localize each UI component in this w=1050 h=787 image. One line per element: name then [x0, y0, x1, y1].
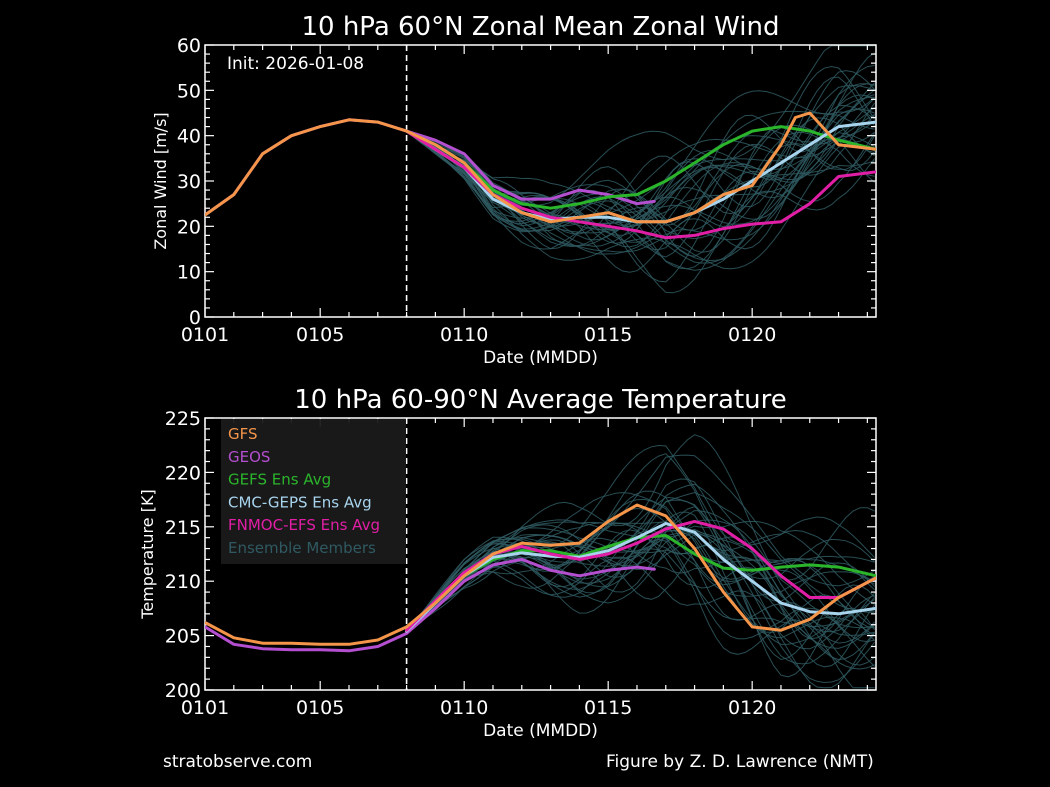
- y-tick-label: 0: [189, 307, 201, 329]
- x-tick-label: 0120: [728, 697, 776, 719]
- x-axis-label: Date (MMDD): [483, 721, 598, 741]
- series-lines: [205, 503, 876, 653]
- x-axis-label: Date (MMDD): [483, 348, 598, 368]
- x-tick-label: 0120: [728, 324, 776, 346]
- legend-entry: Ensemble Members: [228, 539, 376, 557]
- chart-panel-2: 10 hPa 60-90°N Average Temperature 200 205…: [138, 385, 877, 741]
- ensemble-member-line: [406, 130, 875, 271]
- series-line-cmc-geps-ens-avg: [405, 522, 876, 633]
- x-tick-label: 0105: [296, 324, 344, 346]
- legend-entry: GEFS Ens Avg: [228, 471, 331, 489]
- ensemble-member-line: [406, 110, 875, 224]
- ensemble-member-line: [406, 527, 875, 632]
- y-tick-label: 40: [177, 126, 201, 148]
- ensemble-member-line: [406, 490, 875, 632]
- x-tick-label: 0115: [584, 697, 632, 719]
- x-tick-label: 0115: [584, 324, 632, 346]
- ensemble-member-line: [406, 130, 876, 283]
- series-line-geos: [205, 557, 656, 653]
- ensemble-member-line: [406, 130, 875, 255]
- series-line-gfs: [205, 111, 876, 224]
- legend-box: [221, 419, 406, 564]
- ensemble-member-line: [406, 507, 875, 643]
- ensemble-member-line: [406, 444, 875, 632]
- x-tick-label: 0101: [181, 324, 229, 346]
- init-annotation: Init: 2026-01-08: [227, 54, 364, 74]
- author-credit: Figure by Z. D. Lawrence (NMT): [606, 752, 874, 772]
- y-axis-label: Temperature [K]: [138, 489, 157, 619]
- y-tick-label: 50: [177, 80, 201, 102]
- legend-entry: GFS: [228, 425, 258, 443]
- y-tick-label: 30: [177, 171, 201, 193]
- x-tick-label: 0110: [440, 697, 488, 719]
- y-tick-label: 215: [165, 517, 201, 539]
- ensemble-member-line: [406, 523, 875, 640]
- ensemble-member-line: [406, 102, 876, 258]
- y-axis-label: Zonal Wind [m/s]: [151, 112, 170, 249]
- y-tick-label: 205: [165, 626, 201, 648]
- ensemble-members: [406, 434, 876, 689]
- series-lines: [205, 111, 876, 240]
- y-tick-label: 210: [165, 571, 201, 593]
- plot-frame: [204, 417, 877, 691]
- source-credit: stratobserve.com: [163, 752, 313, 772]
- series-line-gfs: [205, 503, 876, 646]
- ensemble-member-line: [406, 52, 875, 226]
- ensemble-member-line: [406, 453, 875, 632]
- ensemble-member-line: [406, 530, 875, 632]
- x-tick-label: 0105: [296, 697, 344, 719]
- y-tick-label: 220: [165, 462, 201, 484]
- x-tick-label: 0101: [181, 697, 229, 719]
- legend-entry: GEOS: [228, 448, 270, 466]
- ensemble-member-line: [406, 530, 875, 639]
- y-tick-label: 60: [177, 35, 201, 57]
- y-tick-label: 225: [165, 408, 201, 430]
- y-tick-label: 10: [177, 262, 201, 284]
- chart-title: 10 hPa 60-90°N Average Temperature: [294, 385, 787, 415]
- legend-entry: CMC-GEPS Ens Avg: [228, 493, 372, 511]
- y-tick-label: 20: [177, 216, 201, 238]
- ensemble-member-line: [406, 506, 875, 661]
- x-tick-label: 0110: [440, 324, 488, 346]
- y-tick-label: 200: [165, 680, 201, 702]
- chart-title: 10 hPa 60°N Zonal Mean Zonal Wind: [301, 12, 779, 42]
- chart-panel-1: 10 hPa 60°N Zonal Mean Zonal Wind 0 10 20 30…: [151, 12, 877, 368]
- legend-entry: FNMOC-EFS Ens Avg: [228, 516, 380, 534]
- chart-legend: GFS GEOS GEFS Ens Avg CMC-GEPS Ens Avg FNMOC…: [221, 419, 406, 564]
